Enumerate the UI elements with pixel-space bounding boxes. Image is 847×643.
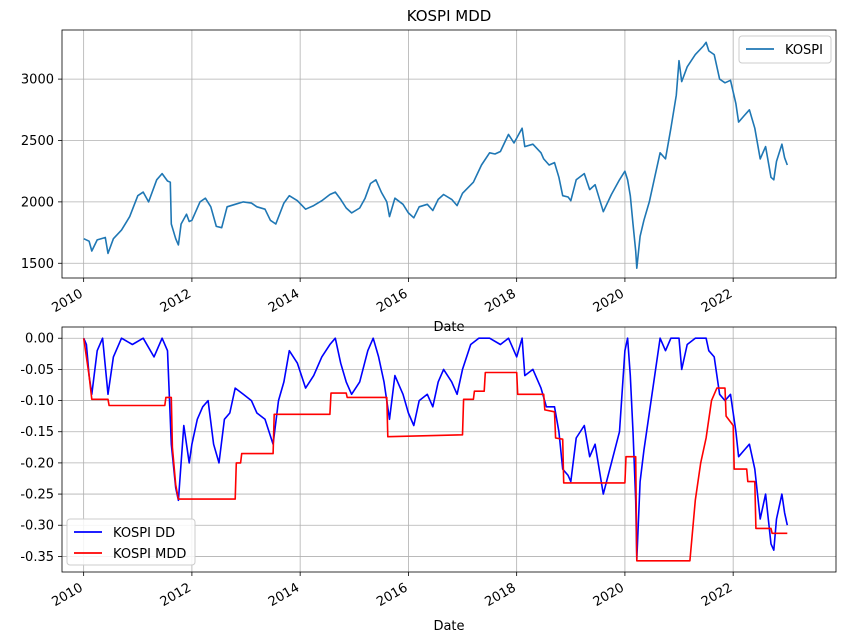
y-tick-label: -0.30: [20, 519, 54, 534]
legend-label-kospi-dd: KOSPI DD: [113, 526, 175, 541]
y-tick-label: -0.10: [20, 394, 54, 409]
y-axis-bottom: 0.00 -0.05 -0.10 -0.15 -0.20 -0.25 -0.30 -0.35: [20, 332, 62, 565]
series-top: [83, 41, 789, 269]
x-tick-label: 2014: [266, 580, 302, 610]
legend-top: KOSPI: [738, 35, 832, 64]
y-tick-label: 0.00: [25, 332, 54, 347]
x-axis-label-top: Date: [433, 320, 464, 335]
legend-label-kospi: KOSPI: [785, 43, 823, 58]
series-bottom: [82, 337, 789, 562]
chart-title: KOSPI MDD: [407, 7, 492, 25]
kospi-price-panel: KOSPI MDD 2010 2012 2014 2016 2018 2020 2022 1…: [21, 7, 837, 335]
x-tick-label: 2022: [699, 580, 735, 610]
grid-bottom: [62, 327, 836, 572]
x-tick-label: 2010: [49, 580, 85, 610]
x-tick-label: 2018: [482, 286, 518, 316]
y-tick-label: 1500: [21, 257, 54, 272]
y-tick-label: 2000: [21, 195, 54, 210]
x-tick-label: 2016: [374, 286, 410, 316]
x-tick-label: 2018: [482, 580, 518, 610]
x-tick-label: 2022: [699, 286, 735, 316]
y-tick-label: -0.25: [20, 488, 54, 503]
legend-label-kospi-mdd: KOSPI MDD: [113, 547, 186, 562]
series-line-kospi: [83, 41, 789, 269]
x-tick-label: 2012: [158, 286, 194, 316]
series-line-kospi-mdd: [82, 338, 788, 562]
y-tick-label: 3000: [21, 73, 54, 88]
legend-box: [738, 35, 832, 64]
y-tick-label: 2500: [21, 134, 54, 149]
plot-frame-bottom: [61, 326, 837, 573]
series-line-kospi-dd: [82, 337, 789, 561]
y-axis-top: 1500 2000 2500 3000: [21, 73, 62, 272]
kospi-drawdown-panel: 2010 2012 2014 2016 2018 2020 2022 0.00 -0.05 -0…: [20, 326, 837, 634]
x-axis-bottom: 2010 2012 2014 2016 2018 2020 2022: [49, 572, 735, 610]
x-tick-label: 2010: [49, 286, 85, 316]
plot-frame-top: [61, 29, 837, 279]
x-axis-top: 2010 2012 2014 2016 2018 2020 2022: [49, 278, 735, 316]
y-tick-label: -0.20: [20, 456, 54, 471]
x-tick-label: 2020: [591, 580, 627, 610]
y-tick-label: -0.05: [20, 363, 54, 378]
legend-bottom: KOSPI DD KOSPI MDD: [66, 518, 196, 566]
x-tick-label: 2016: [374, 580, 410, 610]
x-tick-label: 2020: [591, 286, 627, 316]
grid-top: [62, 30, 836, 278]
x-tick-label: 2014: [266, 286, 302, 316]
x-tick-label: 2012: [158, 580, 194, 610]
y-tick-label: -0.15: [20, 425, 54, 440]
x-axis-label-bottom: Date: [433, 619, 464, 634]
y-tick-label: -0.35: [20, 550, 54, 565]
